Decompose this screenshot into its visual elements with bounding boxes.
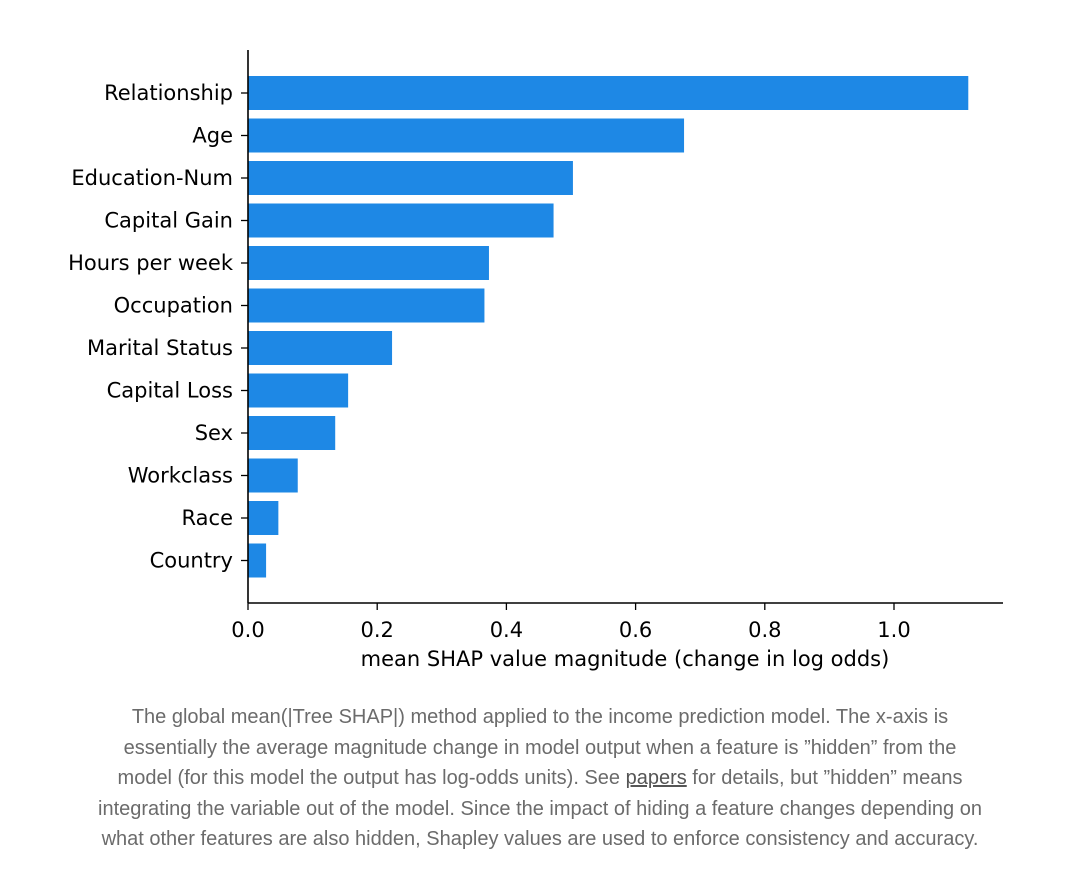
bar-country <box>248 543 267 578</box>
caption-line-3-start: model (for this model the output has log… <box>117 767 626 789</box>
bar-chart: Relationship Age Education-Num Capital Gain… <box>68 50 1003 671</box>
x-tick-label: 1.0 <box>877 618 910 642</box>
caption-line-3: model (for this model the output has log… <box>20 763 1060 794</box>
y-tick-label: Country <box>150 549 233 573</box>
caption-line-2: essentially the average magnitude change… <box>123 736 957 759</box>
bar-occupation <box>248 288 485 323</box>
y-tick-labels: Relationship Age Education-Num Capital Gain… <box>68 81 248 573</box>
bar-sex <box>248 416 336 450</box>
x-tick-label: 0.4 <box>490 618 523 642</box>
y-tick-label: Hours per week <box>68 251 234 275</box>
y-tick-label: Capital Gain <box>104 209 233 233</box>
x-tick-label: 0.0 <box>231 618 264 642</box>
bar-education-num <box>248 161 573 195</box>
y-tick-label: Capital Loss <box>107 379 233 403</box>
caption-line-1: The global mean(|Tree SHAP|) method appl… <box>131 706 949 728</box>
x-tick-label: 0.8 <box>748 618 781 642</box>
x-tick-label: 0.6 <box>619 618 652 642</box>
y-tick-label: Sex <box>195 421 233 445</box>
bars-group <box>248 76 969 578</box>
x-ticks: 0.0 0.2 0.4 0.6 0.8 1.0 <box>231 603 911 642</box>
y-tick-label: Relationship <box>104 81 233 105</box>
y-tick-label: Occupation <box>114 294 233 318</box>
x-axis-title: mean SHAP value magnitude (change in log… <box>361 647 890 671</box>
figure-caption: The global mean(|Tree SHAP|) method appl… <box>20 702 1060 855</box>
bar-age <box>248 118 685 153</box>
caption-line-5: what other features are also hidden, Sha… <box>101 828 979 850</box>
y-tick-label: Marital Status <box>87 336 233 360</box>
x-tick-label: 0.2 <box>360 618 393 642</box>
y-tick-label: Age <box>192 124 233 148</box>
y-tick-label: Workclass <box>128 464 233 488</box>
caption-line-3-end: for details, but ”hidden” means <box>686 767 963 789</box>
bar-workclass <box>248 458 298 493</box>
bar-race <box>248 501 279 535</box>
bar-hours-per-week <box>248 246 489 280</box>
caption-line-4: integrating the variable out of the mode… <box>98 797 982 820</box>
papers-link[interactable]: papers <box>625 767 687 789</box>
y-tick-label: Education-Num <box>71 166 233 190</box>
bar-marital-status <box>248 331 393 365</box>
bar-capital-loss <box>248 373 349 408</box>
y-tick-label: Race <box>182 506 233 530</box>
bar-capital-gain <box>248 203 554 238</box>
bar-relationship <box>248 76 969 110</box>
